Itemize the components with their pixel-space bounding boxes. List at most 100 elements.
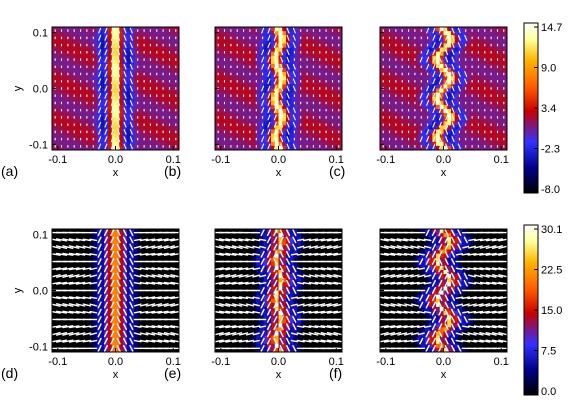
field-cell <box>175 109 179 114</box>
field-cell <box>447 129 452 135</box>
field-cell <box>237 76 242 81</box>
field-cell <box>119 257 124 263</box>
field-cell <box>63 113 68 118</box>
field-cell <box>334 27 339 32</box>
field-cell <box>96 270 102 275</box>
field-cell <box>160 68 165 73</box>
field-cell <box>81 113 87 118</box>
field-cell <box>152 35 158 40</box>
field-cell <box>312 84 317 90</box>
field-cell <box>462 51 467 57</box>
field-cell <box>252 68 257 73</box>
field-cell <box>312 145 317 150</box>
field-cell <box>218 47 224 53</box>
field-cell <box>380 84 385 90</box>
field-cell <box>160 129 165 135</box>
field-cell <box>462 80 467 85</box>
field-cell <box>89 27 94 32</box>
field-cell <box>111 27 117 32</box>
field-cell <box>63 27 68 32</box>
field-cell <box>126 88 132 94</box>
field-cell <box>78 241 83 246</box>
field-cell <box>104 59 109 65</box>
field-cell <box>263 104 268 110</box>
field-cell <box>406 145 411 150</box>
field-cell <box>432 96 437 102</box>
field-cell <box>96 257 102 263</box>
field-cell <box>59 282 64 287</box>
field-cell <box>492 47 497 53</box>
field-cell <box>66 104 72 110</box>
field-cell <box>304 55 309 61</box>
field-cell <box>285 88 291 94</box>
field-cell <box>137 286 143 292</box>
field-cell <box>417 92 422 98</box>
field-cell <box>315 72 321 77</box>
field-cell <box>70 133 76 139</box>
field-cell <box>495 104 501 110</box>
field-cell <box>215 121 220 126</box>
field-cell <box>63 92 68 98</box>
field-cell <box>226 43 231 49</box>
field-cell <box>417 104 422 110</box>
field-cell <box>394 88 400 94</box>
field-cell <box>387 96 392 102</box>
field-cell <box>74 31 79 36</box>
field-cell <box>248 100 253 106</box>
field-cell <box>409 47 415 53</box>
field-cell <box>297 117 302 122</box>
field-cell <box>477 137 482 143</box>
field-cell <box>488 113 493 118</box>
field-cell <box>66 43 72 49</box>
field-cell <box>417 137 422 143</box>
field-cell <box>119 104 124 110</box>
field-cell <box>308 76 313 81</box>
field-cell <box>126 253 132 259</box>
field-cell <box>156 257 161 263</box>
field-cell <box>237 125 242 131</box>
field-cell <box>74 76 79 81</box>
vector-arrow <box>117 143 121 150</box>
field-cell <box>93 104 98 110</box>
field-cell <box>100 137 105 143</box>
field-cell <box>78 233 83 238</box>
field-cell <box>334 43 339 49</box>
vector-arrow <box>292 42 296 48</box>
field-cell <box>409 72 415 77</box>
field-cell <box>115 241 120 246</box>
field-cell <box>126 31 132 36</box>
field-cell <box>152 137 158 143</box>
field-cell <box>417 133 422 139</box>
field-cell <box>454 100 460 106</box>
field-cell <box>104 311 109 316</box>
field-cell <box>495 133 501 139</box>
field-cell <box>244 96 250 102</box>
field-cell <box>330 80 336 85</box>
field-cell <box>152 315 158 320</box>
field-cell <box>134 80 139 85</box>
field-cell <box>308 63 313 69</box>
vector-arrow <box>273 143 277 150</box>
field-cell <box>70 72 76 77</box>
field-cell <box>293 84 298 90</box>
field-cell <box>473 100 478 106</box>
field-cell <box>293 104 298 110</box>
field-cell <box>237 27 242 32</box>
field-cell <box>70 290 76 296</box>
field-cell <box>152 257 158 263</box>
field-cell <box>111 274 117 279</box>
field-cell <box>289 43 295 49</box>
field-cell <box>149 323 154 328</box>
field-cell <box>81 84 87 90</box>
field-cell <box>55 141 61 147</box>
field-cell <box>164 88 169 94</box>
field-cell <box>304 80 309 85</box>
field-cell <box>78 286 83 292</box>
field-cell <box>66 88 72 94</box>
field-cell <box>315 35 321 40</box>
vector-arrow <box>98 78 102 85</box>
field-cell <box>96 92 102 98</box>
vector-arrow <box>123 121 127 128</box>
vector-arrow <box>267 136 271 143</box>
field-cell <box>115 253 120 259</box>
